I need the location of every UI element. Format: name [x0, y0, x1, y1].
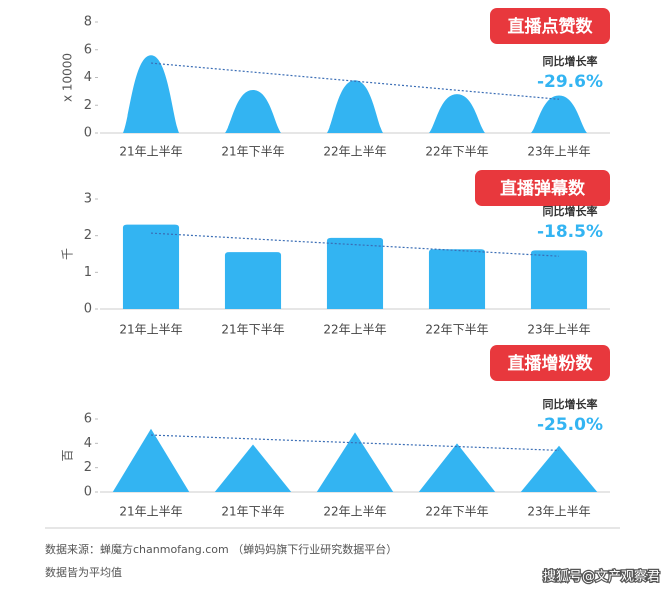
y-tick-label: 2 [84, 460, 92, 475]
trend-line [150, 62, 560, 100]
change-value: -18.5% [537, 222, 603, 242]
bar [530, 250, 588, 309]
x-tick-label: 21年下半年 [221, 323, 284, 337]
bar [224, 252, 282, 309]
chart-title: 直播增粉数 [508, 353, 594, 374]
bar [112, 428, 190, 492]
y-axis-label: 百 [61, 449, 75, 461]
footer-note: 数据皆为平均值 [45, 565, 122, 579]
x-tick-label: 21年上半年 [119, 323, 182, 337]
x-tick-label: 22年上半年 [323, 505, 386, 519]
chart-title: 直播点赞数 [508, 16, 594, 37]
y-tick-label: 0 [84, 485, 92, 500]
y-tick-label: 4 [84, 436, 92, 451]
bar [122, 224, 180, 309]
trend-line [150, 232, 560, 257]
y-tick-label: 8 [84, 15, 92, 30]
change-label: 同比增长率 [543, 54, 598, 68]
x-tick-label: 21年下半年 [221, 145, 284, 159]
x-tick-label: 23年上半年 [527, 323, 590, 337]
chart-title: 直播弹幕数 [500, 178, 586, 199]
x-tick-label: 21年下半年 [221, 505, 284, 519]
watermark: 搜狐号@文产观察君 [543, 570, 660, 585]
y-tick-label: 6 [84, 42, 92, 57]
x-tick-label: 22年下半年 [425, 323, 488, 337]
bar [224, 89, 282, 133]
change-value: -29.6% [537, 72, 603, 92]
y-axis-label: x 10000 [61, 53, 75, 102]
x-tick-label: 21年上半年 [119, 505, 182, 519]
x-tick-label: 22年上半年 [323, 145, 386, 159]
y-tick-label: 0 [84, 126, 92, 141]
bar [520, 445, 598, 492]
trend-line [150, 434, 560, 451]
y-tick-label: 4 [84, 70, 92, 85]
y-tick-label: 1 [84, 265, 92, 280]
y-axis-label: 千 [61, 248, 75, 260]
change-label: 同比增长率 [543, 397, 598, 411]
x-tick-label: 23年上半年 [527, 145, 590, 159]
y-tick-label: 6 [84, 412, 92, 427]
bar [326, 80, 384, 133]
x-tick-label: 22年下半年 [425, 505, 488, 519]
x-tick-label: 23年上半年 [527, 505, 590, 519]
title-badge [475, 170, 610, 206]
x-tick-label: 22年下半年 [425, 145, 488, 159]
bar [428, 94, 486, 133]
change-value: -25.0% [537, 415, 603, 435]
title-badge [490, 345, 610, 381]
bar [418, 443, 496, 492]
footer-source: 数据来源：蝉魔方chanmofang.com （蝉妈妈旗下行业研究数据平台） [45, 542, 397, 556]
bar [316, 432, 394, 492]
bar [214, 444, 292, 492]
x-tick-label: 22年上半年 [323, 323, 386, 337]
y-tick-label: 0 [84, 302, 92, 317]
bar [326, 237, 384, 309]
bar [428, 249, 486, 309]
y-tick-label: 2 [84, 228, 92, 243]
title-badge [490, 8, 610, 44]
change-label: 同比增长率 [543, 204, 598, 218]
bar [122, 55, 180, 133]
bar [530, 95, 588, 133]
x-tick-label: 21年上半年 [119, 145, 182, 159]
y-tick-label: 3 [84, 192, 92, 207]
y-tick-label: 2 [84, 98, 92, 113]
